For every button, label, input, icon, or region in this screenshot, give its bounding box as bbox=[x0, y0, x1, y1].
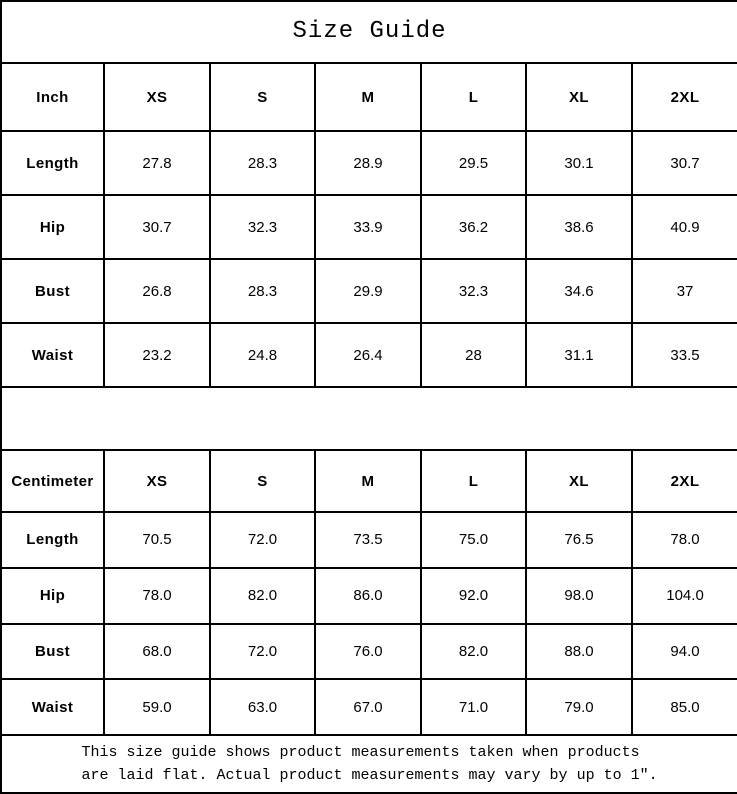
measurement-cell: 33.5 bbox=[630, 322, 737, 389]
spacer-row bbox=[0, 386, 737, 452]
row-label-waist: Waist bbox=[0, 322, 105, 389]
measurement-cell: 72.0 bbox=[209, 622, 316, 681]
cm-header-row: Centimeter XS S M L XL 2XL bbox=[0, 449, 737, 514]
measurement-cell: 79.0 bbox=[525, 678, 633, 737]
measurement-cell: 31.1 bbox=[525, 322, 633, 389]
measurement-cell: 71.0 bbox=[420, 678, 527, 737]
size-header-xl: XL bbox=[525, 449, 633, 514]
title-row: Size Guide bbox=[0, 0, 737, 64]
cm-bust-row: Bust 68.0 72.0 76.0 82.0 88.0 94.0 bbox=[0, 622, 737, 681]
cm-hip-row: Hip 78.0 82.0 86.0 92.0 98.0 104.0 bbox=[0, 566, 737, 625]
size-header-s: S bbox=[209, 61, 316, 133]
measurement-cell: 34.6 bbox=[525, 258, 633, 325]
measurement-cell: 26.4 bbox=[314, 322, 422, 389]
footnote-line-1: This size guide shows product measuremen… bbox=[81, 743, 640, 761]
measurement-cell: 30.7 bbox=[103, 194, 211, 261]
size-header-2xl: 2XL bbox=[630, 449, 737, 514]
spacer-cell bbox=[0, 386, 737, 452]
inch-waist-row: Waist 23.2 24.8 26.4 28 31.1 33.5 bbox=[0, 322, 737, 389]
measurement-cell: 33.9 bbox=[314, 194, 422, 261]
measurement-cell: 75.0 bbox=[420, 511, 527, 569]
measurement-cell: 38.6 bbox=[525, 194, 633, 261]
row-label-bust: Bust bbox=[0, 622, 105, 681]
measurement-cell: 88.0 bbox=[525, 622, 633, 681]
size-header-m: M bbox=[314, 449, 422, 514]
row-label-hip: Hip bbox=[0, 194, 105, 261]
size-header-m: M bbox=[314, 61, 422, 133]
footnote-row: This size guide shows product measuremen… bbox=[0, 734, 737, 794]
row-label-length: Length bbox=[0, 511, 105, 569]
measurement-cell: 82.0 bbox=[209, 566, 316, 625]
measurement-cell: 40.9 bbox=[630, 194, 737, 261]
measurement-cell: 104.0 bbox=[630, 566, 737, 625]
row-label-length: Length bbox=[0, 130, 105, 197]
inch-length-row: Length 27.8 28.3 28.9 29.5 30.1 30.7 bbox=[0, 130, 737, 197]
measurement-cell: 67.0 bbox=[314, 678, 422, 737]
size-header-xs: XS bbox=[103, 449, 211, 514]
measurement-cell: 30.1 bbox=[525, 130, 633, 197]
measurement-cell: 82.0 bbox=[420, 622, 527, 681]
measurement-cell: 59.0 bbox=[103, 678, 211, 737]
measurement-cell: 29.9 bbox=[314, 258, 422, 325]
measurement-cell: 26.8 bbox=[103, 258, 211, 325]
measurement-cell: 68.0 bbox=[103, 622, 211, 681]
measurement-cell: 72.0 bbox=[209, 511, 316, 569]
measurement-cell: 28.3 bbox=[209, 258, 316, 325]
measurement-cell: 78.0 bbox=[630, 511, 737, 569]
inch-header-row: Inch XS S M L XL 2XL bbox=[0, 61, 737, 133]
cm-waist-row: Waist 59.0 63.0 67.0 71.0 79.0 85.0 bbox=[0, 678, 737, 737]
measurement-cell: 28 bbox=[420, 322, 527, 389]
measurement-cell: 70.5 bbox=[103, 511, 211, 569]
size-header-s: S bbox=[209, 449, 316, 514]
measurement-cell: 24.8 bbox=[209, 322, 316, 389]
measurement-cell: 23.2 bbox=[103, 322, 211, 389]
measurement-cell: 98.0 bbox=[525, 566, 633, 625]
footnote-line-2: are laid flat. Actual product measuremen… bbox=[81, 767, 658, 785]
row-label-bust: Bust bbox=[0, 258, 105, 325]
measurement-cell: 28.3 bbox=[209, 130, 316, 197]
size-header-l: L bbox=[420, 61, 527, 133]
measurement-cell: 78.0 bbox=[103, 566, 211, 625]
cm-length-row: Length 70.5 72.0 73.5 75.0 76.5 78.0 bbox=[0, 511, 737, 569]
measurement-cell: 28.9 bbox=[314, 130, 422, 197]
measurement-cell: 36.2 bbox=[420, 194, 527, 261]
measurement-cell: 85.0 bbox=[630, 678, 737, 737]
measurement-cell: 29.5 bbox=[420, 130, 527, 197]
measurement-cell: 37 bbox=[630, 258, 737, 325]
footnote-text: This size guide shows product measuremen… bbox=[81, 741, 657, 788]
measurement-cell: 86.0 bbox=[314, 566, 422, 625]
measurement-cell: 32.3 bbox=[420, 258, 527, 325]
unit-header-centimeter: Centimeter bbox=[0, 449, 105, 514]
measurement-cell: 30.7 bbox=[630, 130, 737, 197]
size-header-xl: XL bbox=[525, 61, 633, 133]
unit-header-inch: Inch bbox=[0, 61, 105, 133]
inch-bust-row: Bust 26.8 28.3 29.9 32.3 34.6 37 bbox=[0, 258, 737, 325]
measurement-cell: 63.0 bbox=[209, 678, 316, 737]
inch-hip-row: Hip 30.7 32.3 33.9 36.2 38.6 40.9 bbox=[0, 194, 737, 261]
size-header-l: L bbox=[420, 449, 527, 514]
size-header-xs: XS bbox=[103, 61, 211, 133]
measurement-cell: 76.0 bbox=[314, 622, 422, 681]
measurement-cell: 32.3 bbox=[209, 194, 316, 261]
row-label-hip: Hip bbox=[0, 566, 105, 625]
page-title: Size Guide bbox=[0, 0, 737, 64]
footnote-cell: This size guide shows product measuremen… bbox=[0, 734, 737, 794]
measurement-cell: 94.0 bbox=[630, 622, 737, 681]
measurement-cell: 73.5 bbox=[314, 511, 422, 569]
measurement-cell: 76.5 bbox=[525, 511, 633, 569]
row-label-waist: Waist bbox=[0, 678, 105, 737]
measurement-cell: 92.0 bbox=[420, 566, 527, 625]
size-header-2xl: 2XL bbox=[630, 61, 737, 133]
measurement-cell: 27.8 bbox=[103, 130, 211, 197]
